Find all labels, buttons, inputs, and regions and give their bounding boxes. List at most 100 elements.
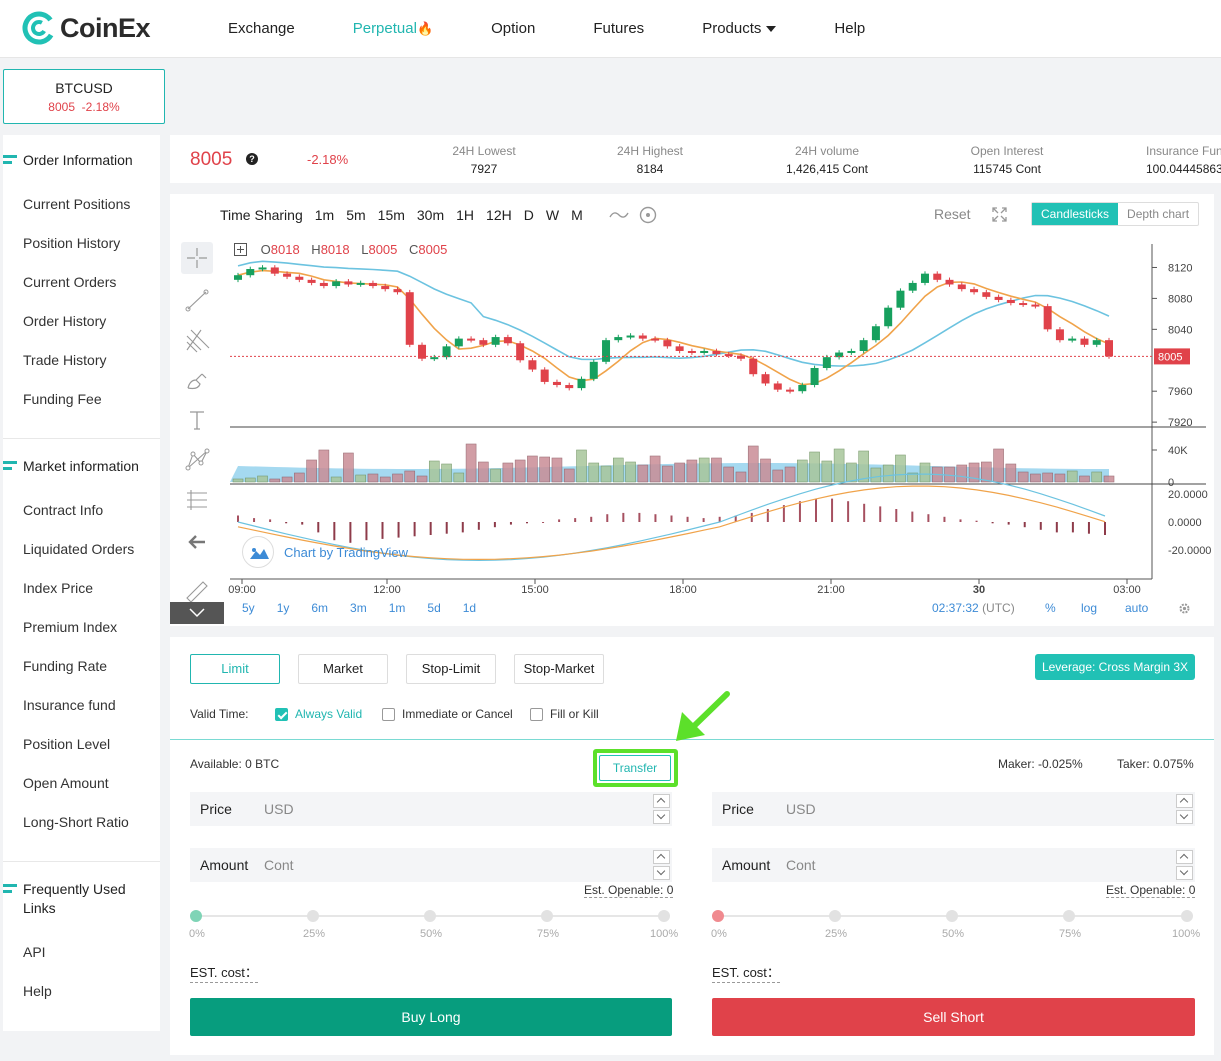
question-circle-icon[interactable]: ? [246,153,258,165]
reset-button[interactable]: Reset [934,206,971,222]
always-valid-checkbox[interactable]: Always Valid [275,707,362,721]
sidebar-item-current-positions[interactable]: Current Positions [23,196,131,212]
range-1d[interactable]: 1d [462,601,477,615]
stepper-down-icon[interactable] [653,866,670,880]
range-5d[interactable]: 5d [427,601,441,615]
sell-short-button[interactable]: Sell Short [712,998,1195,1036]
sell-amount-slider[interactable] [712,907,1195,927]
sidebar-item-funding-fee[interactable]: Funding Fee [23,391,102,407]
range-5y[interactable]: 5y [242,601,255,615]
symbol-selector[interactable]: BTCUSD 8005 -2.18% [3,69,165,124]
price-chart[interactable]: 8120 8080 8040 7960 7920 8005 40K 020.0000 0.000… [170,194,1214,626]
sidebar-item-liquidated-orders[interactable]: Liquidated Orders [23,541,135,557]
sell-price-input[interactable] [786,799,1166,819]
fib-tool-icon[interactable] [181,324,213,356]
tab-limit[interactable]: Limit [190,654,280,684]
sidebar-item-help[interactable]: Help [23,983,52,999]
tradingview-badge[interactable]: Chart by TradingView [242,536,408,568]
stepper-down-icon[interactable] [1176,866,1193,880]
tf-5m[interactable]: 5m [346,207,366,223]
slider-stop[interactable] [946,910,958,922]
sidebar-item-order-history[interactable]: Order History [23,313,107,329]
sidebar-item-insurance-fund[interactable]: Insurance fund [23,697,116,713]
slider-stop[interactable] [1181,910,1193,922]
sidebar-item-long-short-ratio[interactable]: Long-Short Ratio [23,814,129,830]
buy-long-button[interactable]: Buy Long [190,998,672,1036]
slider-stop[interactable] [307,910,319,922]
settings-circle-icon[interactable] [639,206,657,224]
stepper-up-icon[interactable] [1176,794,1193,808]
range-1m[interactable]: 1m [388,601,406,615]
slider-stop[interactable] [829,910,841,922]
arrow-left-icon[interactable] [181,526,213,558]
buy-amount-slider[interactable] [190,907,672,927]
tf-w[interactable]: W [545,207,560,223]
tf-15m[interactable]: 15m [377,207,405,223]
stepper-up-icon[interactable] [653,794,670,808]
sidebar-item-contract-info[interactable]: Contract Info [23,502,104,518]
pattern-tool-icon[interactable] [181,444,213,476]
fill-or-kill-checkbox[interactable]: Fill or Kill [530,707,599,721]
range-1y[interactable]: 1y [276,601,290,615]
slider-stop[interactable] [541,910,553,922]
tab-stop-limit[interactable]: Stop-Limit [406,654,496,684]
immediate-or-cancel-checkbox[interactable]: Immediate or Cancel [382,707,513,721]
fullscreen-icon[interactable] [992,207,1007,222]
collapse-toolbar-button[interactable] [170,602,224,624]
sidebar-item-api[interactable]: API [23,944,46,960]
gear-icon[interactable] [1178,602,1191,615]
log-toggle[interactable]: log [1081,601,1098,615]
tf-30m[interactable]: 30m [416,207,445,223]
buy-price-input[interactable] [264,799,644,819]
sidebar-item-position-level[interactable]: Position Level [23,736,111,752]
tf-m[interactable]: M [571,207,583,223]
nav-futures[interactable]: Futures [593,20,645,37]
nav-exchange[interactable]: Exchange [228,20,295,37]
coinex-logo[interactable]: CoinEx [22,11,151,45]
stepper-down-icon[interactable] [653,810,670,824]
range-6m[interactable]: 6m [311,601,329,615]
slider-handle[interactable] [712,910,724,922]
stepper-up-icon[interactable] [1176,850,1193,864]
nav-help[interactable]: Help [834,20,866,37]
tf-d[interactable]: D [523,207,534,223]
tab-stop-market[interactable]: Stop-Market [514,654,604,684]
stepper-up-icon[interactable] [653,850,670,864]
slider-stop[interactable] [424,910,436,922]
nav-option[interactable]: Option [491,20,536,37]
sidebar-item-trade-history[interactable]: Trade History [23,352,107,368]
nav-products[interactable]: Products [702,20,777,37]
tf-1m[interactable]: 1m [314,207,335,223]
trend-line-icon[interactable] [181,284,213,316]
depth-chart-tab[interactable]: Depth chart [1127,207,1190,221]
auto-toggle[interactable]: auto [1125,601,1149,615]
tf-1h[interactable]: 1H [456,207,475,223]
nav-perpetual[interactable]: Perpetual🔥 [353,20,433,37]
text-tool-icon[interactable] [181,404,213,436]
leverage-button[interactable]: Leverage: Cross Margin 3X [1035,654,1195,680]
tf-12h[interactable]: 12H [486,207,512,223]
candlesticks-tab[interactable]: Candlesticks [1032,203,1119,225]
slider-handle[interactable] [190,910,202,922]
sidebar-item-open-amount[interactable]: Open Amount [23,775,109,791]
slider-stop[interactable] [1063,910,1075,922]
sidebar-item-position-history[interactable]: Position History [23,235,121,251]
slider-stop[interactable] [658,910,670,922]
brush-icon[interactable] [181,364,213,396]
percent-toggle[interactable]: % [1045,601,1056,615]
tf-time-sharing[interactable]: Time Sharing [220,207,303,223]
indicator-wave-icon[interactable] [609,208,629,222]
sidebar-item-funding-rate[interactable]: Funding Rate [23,658,108,674]
ruler-icon[interactable] [181,576,213,608]
sidebar-item-index-price[interactable]: Index Price [23,580,94,596]
buy-amount-input[interactable] [264,855,644,875]
stepper-down-icon[interactable] [1176,810,1193,824]
transfer-button[interactable]: Transfer [599,755,671,781]
range-3m[interactable]: 3m [350,601,367,615]
sell-amount-input[interactable] [786,855,1166,875]
sidebar-item-premium-index[interactable]: Premium Index [23,619,118,635]
projection-tool-icon[interactable] [181,484,213,516]
tab-market[interactable]: Market [298,654,388,684]
plus-square-icon[interactable] [234,243,247,256]
sidebar-item-current-orders[interactable]: Current Orders [23,274,117,290]
